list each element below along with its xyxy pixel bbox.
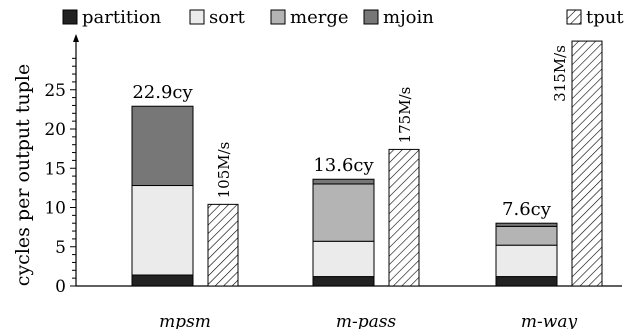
tput-label-mpsm: 105M/s [215,142,233,199]
bar-merge-m-pass [312,183,375,242]
legend-swatch-partition [62,9,78,25]
legend-swatch-sort [189,9,205,25]
bars [131,40,603,287]
y-tick-label: 25 [44,81,66,101]
legend-swatch-tput [566,9,582,25]
x-category-label-m-pass: m-pass [336,312,397,329]
bar-partition-m-pass [312,276,375,287]
bar-mjoin-m-way [495,222,558,227]
y-tick-label: 10 [44,199,66,219]
legend-label-partition: partition [82,7,162,28]
legend-label-mjoin: mjoin [383,7,434,28]
tput-label-m-pass: 175M/s [396,87,414,144]
x-category-label-mpsm: mpsm [159,312,211,329]
bar-sort-mpsm [131,185,194,276]
tput-label-m-way: 315M/s [551,45,569,102]
bar-tput-mpsm [207,203,239,287]
y-axis-label: cycles per output tuple [12,64,34,286]
y-tick-label: 20 [44,120,66,140]
y-tick-label: 15 [44,159,66,179]
legend-label-tput: tput [586,7,624,28]
bar-tput-m-way [571,40,603,287]
total-label-m-pass: 13.6cy [313,155,374,176]
labels: 22.9cy 105M/s mpsm 13.6cy 175M/s m-pass 7.6cy 3… [132,45,577,329]
y-tick-label: 0 [55,277,66,297]
bar-mjoin-m-pass [312,178,375,185]
legend-label-merge: merge [290,7,349,28]
y-tick-label: 5 [55,238,66,258]
y-axis-arrow [73,34,79,42]
legend-swatch-merge [270,9,286,25]
bar-sort-m-pass [312,240,375,278]
bar-partition-m-way [495,276,558,287]
bar-mjoin-mpsm [131,105,194,187]
bar-partition-mpsm [131,274,194,287]
x-category-label-m-way: m-way [521,312,578,329]
legend-swatch-mjoin [363,9,379,25]
bar-sort-m-way [495,244,558,278]
bar-tput-m-pass [388,148,420,287]
total-label-mpsm: 22.9cy [132,82,193,103]
bar-merge-m-way [495,225,558,246]
legend: partition sort merge mjoin tput [62,7,624,28]
legend-label-sort: sort [209,7,246,28]
total-label-m-way: 7.6cy [502,199,552,220]
